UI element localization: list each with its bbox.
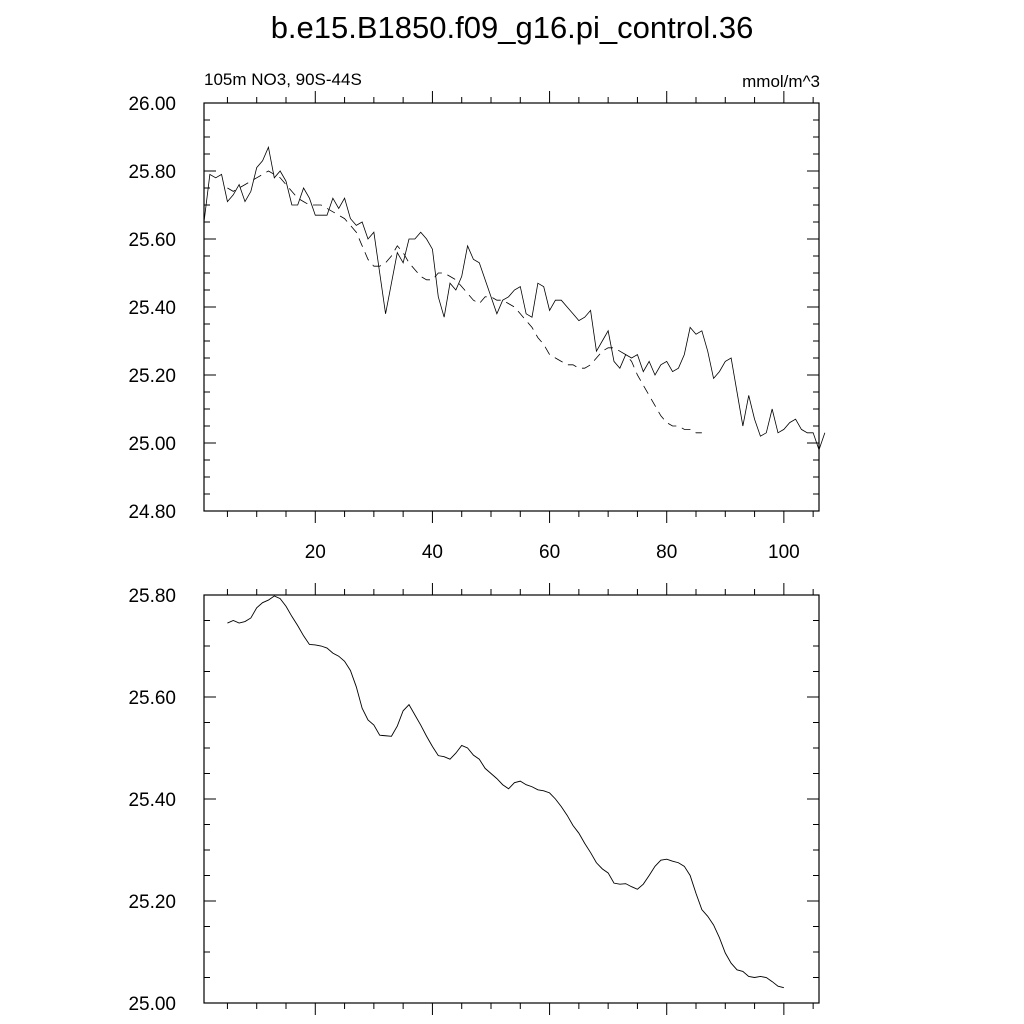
bottom-series-group (227, 595, 784, 989)
top-y-tick-label: 26.00 (128, 94, 176, 115)
top-series-solid-line (203, 145, 826, 452)
bottom-y-tick-label: 25.40 (128, 790, 176, 811)
top-x-tick-label: 60 (539, 542, 560, 563)
top-plot-frame (203, 102, 820, 512)
bottom-y-tick-label: 25.80 (128, 586, 176, 607)
top-y-tick-label: 25.00 (128, 434, 176, 455)
top-y-tick-label: 25.80 (128, 162, 176, 183)
top-x-tick-label: 80 (656, 542, 677, 563)
top-y-tick-label: 25.60 (128, 230, 176, 251)
bottom-y-tick-label: 25.20 (128, 892, 176, 913)
top-x-tick-label: 40 (422, 542, 443, 563)
bottom-series-solid-line (227, 595, 784, 989)
top-series-dashed-line (227, 170, 702, 434)
top-panel-units-label: mmol/m^3 (742, 72, 820, 91)
top-series-group (203, 145, 826, 452)
page-title: b.e15.B1850.f09_g16.pi_control.36 (271, 10, 754, 45)
bottom-panel: 25.00 25.20 25.40 25.60 25.80 (128, 583, 820, 1015)
bottom-plot-frame (203, 594, 820, 1004)
top-y-tick-label: 24.80 (128, 502, 176, 523)
top-axis-ticks: 24.80 25.00 25.20 25.40 25.60 25.80 26.00 20 40 6… (128, 91, 819, 563)
top-panel-left-label: 105m NO3, 90S-44S (204, 70, 362, 89)
bottom-y-tick-label: 25.00 (128, 994, 176, 1015)
top-y-tick-label: 25.20 (128, 366, 176, 387)
top-panel: 105m NO3, 90S-44S mmol/m^3 24.80 25.00 25.… (128, 70, 826, 563)
top-x-tick-label: 20 (305, 542, 326, 563)
top-y-tick-label: 25.40 (128, 298, 176, 319)
top-x-tick-label: 100 (768, 542, 800, 563)
bottom-axis-ticks: 25.00 25.20 25.40 25.60 25.80 (128, 583, 819, 1015)
bottom-y-tick-label: 25.60 (128, 688, 176, 709)
